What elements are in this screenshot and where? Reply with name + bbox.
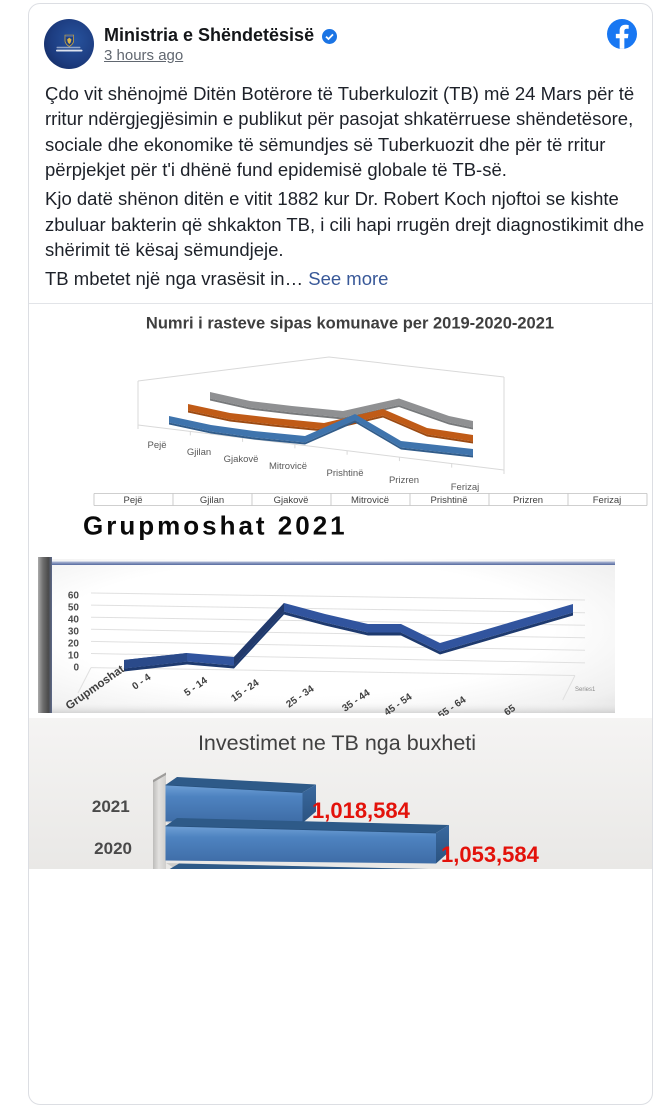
svg-text:2021: 2021 xyxy=(92,797,130,816)
svg-text:60: 60 xyxy=(68,591,80,602)
svg-text:30: 30 xyxy=(68,627,80,638)
svg-text:Prizren: Prizren xyxy=(389,475,419,486)
svg-text:Gjakovë: Gjakovë xyxy=(274,495,309,506)
svg-text:Pejë: Pejë xyxy=(147,440,166,451)
svg-text:50: 50 xyxy=(68,603,80,614)
svg-text:Mitrovicë: Mitrovicë xyxy=(351,495,389,506)
svg-text:20: 20 xyxy=(68,639,80,650)
svg-text:Pejë: Pejë xyxy=(123,495,142,506)
svg-text:Mitrovicë: Mitrovicë xyxy=(269,461,307,472)
svg-text:0: 0 xyxy=(73,663,79,674)
svg-text:Gjilan: Gjilan xyxy=(200,495,224,506)
svg-text:10: 10 xyxy=(68,651,80,662)
svg-text:Gjakovë: Gjakovë xyxy=(224,454,259,465)
svg-text:Numri i rasteve sipas komunave: Numri i rasteve sipas komunave per 2019-… xyxy=(146,315,554,333)
svg-text:1,053,584: 1,053,584 xyxy=(441,842,540,867)
svg-text:Investimet ne TB nga buxheti: Investimet ne TB nga buxheti xyxy=(198,731,476,755)
svg-text:Ferizaj: Ferizaj xyxy=(593,495,622,506)
svg-text:Series1: Series1 xyxy=(575,687,596,693)
svg-text:Grupmoshat 2021: Grupmoshat 2021 xyxy=(83,511,348,541)
svg-text:Prizren: Prizren xyxy=(513,495,543,506)
svg-text:Gjilan: Gjilan xyxy=(187,447,211,458)
svg-text:Prishtinë: Prishtinë xyxy=(327,468,364,479)
svg-text:40: 40 xyxy=(68,615,80,626)
svg-text:2020: 2020 xyxy=(94,839,132,858)
svg-text:Ferizaj: Ferizaj xyxy=(451,482,480,493)
svg-text:Prishtinë: Prishtinë xyxy=(431,495,468,506)
svg-text:1,018,584: 1,018,584 xyxy=(312,798,411,823)
